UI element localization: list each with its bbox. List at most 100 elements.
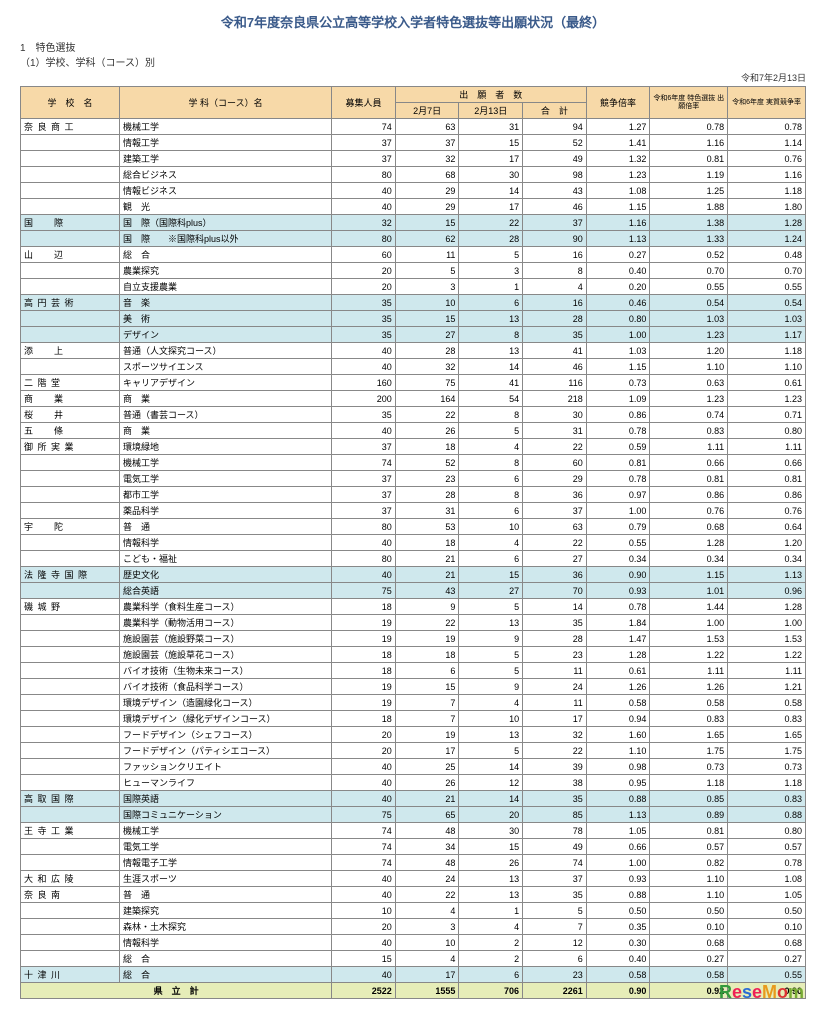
cell-course: 自立支援農業 bbox=[120, 279, 332, 295]
cell-feb7: 32 bbox=[395, 151, 459, 167]
cell-school bbox=[21, 263, 120, 279]
cell-feb7: 7 bbox=[395, 711, 459, 727]
cell-school bbox=[21, 455, 120, 471]
cell-school bbox=[21, 327, 120, 343]
cell-course: 環境デザイン（緑化デザインコース） bbox=[120, 711, 332, 727]
cell-prev1: 1.11 bbox=[650, 439, 728, 455]
cell-school bbox=[21, 807, 120, 823]
table-row: 宇 陀普 通805310630.790.680.64 bbox=[21, 519, 806, 535]
cell-prev2: 0.61 bbox=[728, 375, 806, 391]
cell-course: フードデザイン（パティシエコース） bbox=[120, 743, 332, 759]
cell-feb7: 43 bbox=[395, 583, 459, 599]
th-school: 学 校 名 bbox=[21, 87, 120, 119]
cell-feb13: 5 bbox=[459, 647, 523, 663]
cell-school bbox=[21, 855, 120, 871]
cell-total-ratio: 0.90 bbox=[586, 983, 650, 999]
cell-ratio: 0.78 bbox=[586, 423, 650, 439]
cell-total: 90 bbox=[523, 231, 587, 247]
cell-feb13: 4 bbox=[459, 439, 523, 455]
cell-feb7: 23 bbox=[395, 471, 459, 487]
cell-prev2: 0.96 bbox=[728, 583, 806, 599]
cell-feb7: 29 bbox=[395, 199, 459, 215]
cell-total: 74 bbox=[523, 855, 587, 871]
cell-cap: 35 bbox=[332, 311, 396, 327]
table-row: 総合ビジネス806830981.231.191.16 bbox=[21, 167, 806, 183]
cell-feb13: 8 bbox=[459, 455, 523, 471]
cell-cap: 80 bbox=[332, 519, 396, 535]
cell-cap: 40 bbox=[332, 535, 396, 551]
cell-course: 国際英語 bbox=[120, 791, 332, 807]
cell-cap: 20 bbox=[332, 263, 396, 279]
cell-prev2: 0.80 bbox=[728, 423, 806, 439]
table-row: 高 円 芸 術音 楽35106160.460.540.54 bbox=[21, 295, 806, 311]
cell-feb7: 10 bbox=[395, 935, 459, 951]
cell-prev1: 0.27 bbox=[650, 951, 728, 967]
cell-prev2: 1.08 bbox=[728, 871, 806, 887]
cell-feb13: 9 bbox=[459, 679, 523, 695]
cell-prev1: 1.19 bbox=[650, 167, 728, 183]
cell-course: 環境緑地 bbox=[120, 439, 332, 455]
cell-feb7: 18 bbox=[395, 647, 459, 663]
cell-feb13: 5 bbox=[459, 599, 523, 615]
table-row: スポーツサイエンス403214461.151.101.10 bbox=[21, 359, 806, 375]
cell-school: 磯 城 野 bbox=[21, 599, 120, 615]
cell-feb7: 15 bbox=[395, 311, 459, 327]
cell-course: 総合ビジネス bbox=[120, 167, 332, 183]
cell-feb13: 13 bbox=[459, 727, 523, 743]
cell-total: 78 bbox=[523, 823, 587, 839]
cell-prev1: 0.10 bbox=[650, 919, 728, 935]
cell-school bbox=[21, 695, 120, 711]
cell-ratio: 0.40 bbox=[586, 263, 650, 279]
cell-ratio: 0.35 bbox=[586, 919, 650, 935]
cell-school bbox=[21, 199, 120, 215]
cell-feb7: 26 bbox=[395, 423, 459, 439]
cell-cap: 200 bbox=[332, 391, 396, 407]
cell-school bbox=[21, 583, 120, 599]
cell-school bbox=[21, 535, 120, 551]
cell-prev2: 0.81 bbox=[728, 471, 806, 487]
cell-ratio: 0.88 bbox=[586, 791, 650, 807]
cell-feb13: 5 bbox=[459, 743, 523, 759]
cell-total: 29 bbox=[523, 471, 587, 487]
th-feb7: 2月7日 bbox=[395, 103, 459, 119]
cell-feb13: 8 bbox=[459, 407, 523, 423]
cell-total: 218 bbox=[523, 391, 587, 407]
table-row: 都市工学37288360.970.860.86 bbox=[21, 487, 806, 503]
cell-school bbox=[21, 471, 120, 487]
cell-course: 総 合 bbox=[120, 967, 332, 983]
cell-course: 音 楽 bbox=[120, 295, 332, 311]
cell-feb13: 30 bbox=[459, 167, 523, 183]
cell-school: 二 階 堂 bbox=[21, 375, 120, 391]
cell-prev1: 0.50 bbox=[650, 903, 728, 919]
cell-feb13: 17 bbox=[459, 151, 523, 167]
cell-feb13: 15 bbox=[459, 135, 523, 151]
cell-cap: 18 bbox=[332, 663, 396, 679]
table-row: 国 際 ※国際科plus以外806228901.131.331.24 bbox=[21, 231, 806, 247]
cell-course: ヒューマンライフ bbox=[120, 775, 332, 791]
cell-total: 24 bbox=[523, 679, 587, 695]
cell-ratio: 0.78 bbox=[586, 471, 650, 487]
th-applicants-group: 出 願 者 数 bbox=[395, 87, 586, 103]
cell-ratio: 0.80 bbox=[586, 311, 650, 327]
cell-ratio: 0.27 bbox=[586, 247, 650, 263]
cell-school bbox=[21, 711, 120, 727]
cell-cap: 160 bbox=[332, 375, 396, 391]
cell-feb13: 15 bbox=[459, 839, 523, 855]
cell-prev2: 0.71 bbox=[728, 407, 806, 423]
cell-feb7: 3 bbox=[395, 279, 459, 295]
table-row: フードデザイン（パティシエコース）20175221.101.751.75 bbox=[21, 743, 806, 759]
cell-prev1: 0.55 bbox=[650, 279, 728, 295]
cell-prev1: 0.70 bbox=[650, 263, 728, 279]
cell-course: 建築工学 bbox=[120, 151, 332, 167]
cell-school: 十 津 川 bbox=[21, 967, 120, 983]
cell-feb13: 2 bbox=[459, 951, 523, 967]
th-total: 合 計 bbox=[523, 103, 587, 119]
cell-feb13: 14 bbox=[459, 183, 523, 199]
cell-feb13: 8 bbox=[459, 487, 523, 503]
cell-feb7: 21 bbox=[395, 551, 459, 567]
cell-cap: 80 bbox=[332, 231, 396, 247]
cell-feb13: 9 bbox=[459, 631, 523, 647]
cell-course: こども・福祉 bbox=[120, 551, 332, 567]
cell-feb7: 29 bbox=[395, 183, 459, 199]
cell-cap: 35 bbox=[332, 327, 396, 343]
